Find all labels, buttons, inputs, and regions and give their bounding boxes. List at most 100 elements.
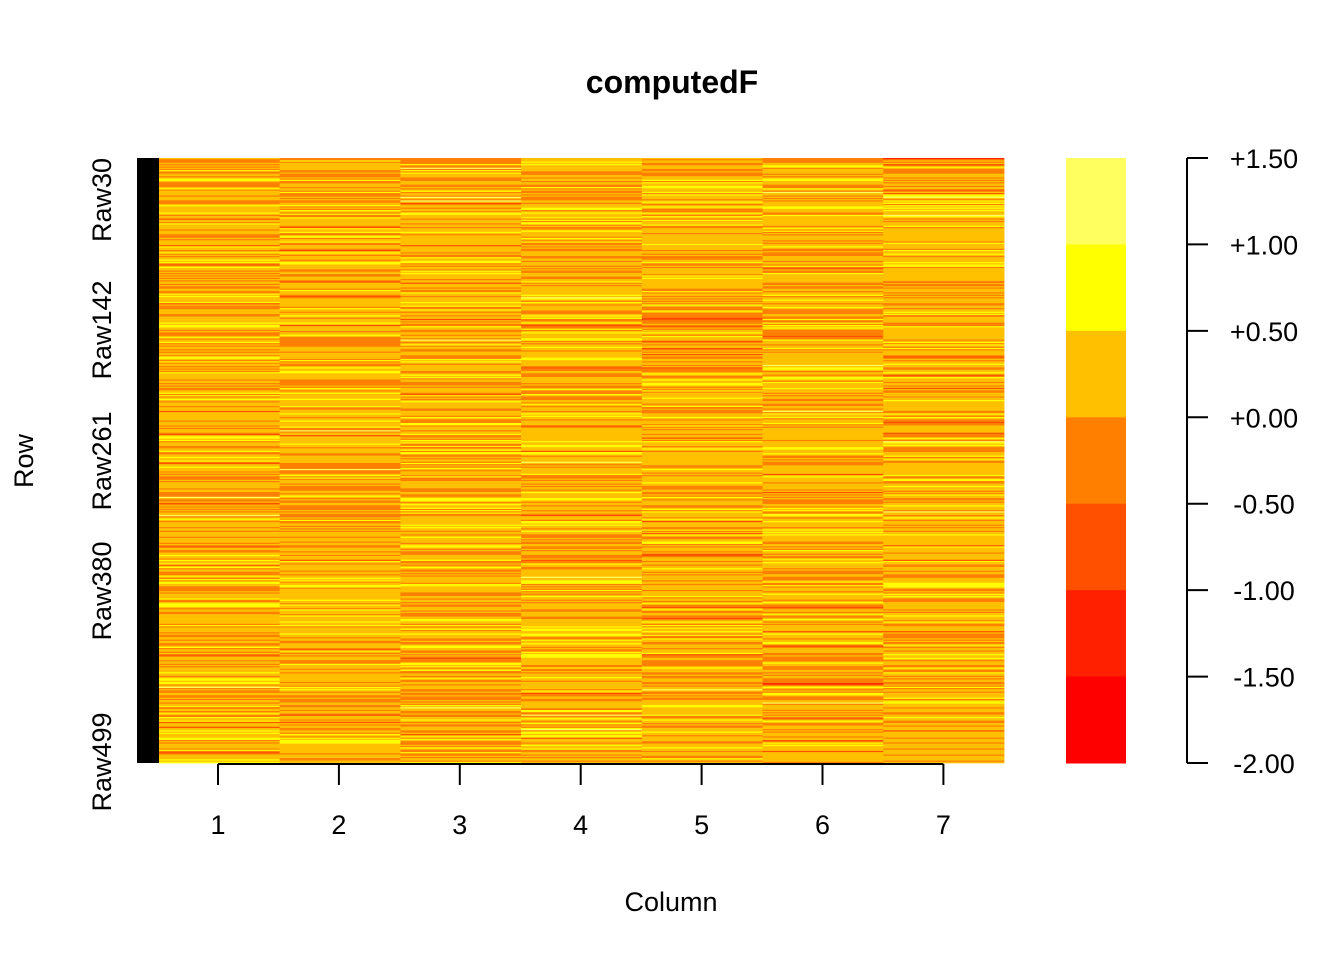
heatmap-cell [159, 622, 281, 625]
heatmap-cell [400, 441, 522, 443]
heatmap-cell [279, 608, 401, 610]
heatmap-cell [762, 677, 884, 679]
heatmap-cell [521, 436, 643, 438]
heatmap-cell [762, 309, 884, 311]
heatmap-cell [400, 673, 522, 676]
heatmap-cell [762, 519, 884, 522]
heatmap-cell [762, 599, 884, 602]
heatmap-cell [279, 234, 401, 236]
heatmap-cell [400, 506, 522, 509]
heatmap-cell [159, 669, 281, 672]
heatmap-cell [762, 304, 884, 306]
heatmap-cell [521, 260, 643, 263]
colorbar-tick-label: +1.00 [1230, 230, 1298, 260]
heatmap-cell [521, 274, 643, 276]
heatmap-cell [400, 507, 522, 510]
heatmap-cell [279, 529, 401, 532]
heatmap-cell [762, 530, 884, 533]
heatmap-cell [883, 171, 1005, 173]
heatmap-cell [641, 506, 763, 509]
heatmap-cell [279, 337, 401, 339]
heatmap-cell [883, 450, 1005, 453]
heatmap-cell [883, 398, 1005, 401]
heatmap-cell [521, 546, 643, 548]
heatmap-cell [159, 275, 281, 277]
heatmap-cell [883, 635, 1005, 638]
heatmap-cell [762, 662, 884, 665]
heatmap-cell [762, 247, 884, 250]
heatmap-cell [883, 208, 1005, 211]
heatmap-cell [521, 240, 643, 242]
heatmap-cell [400, 193, 522, 195]
heatmap-cell [159, 249, 281, 252]
heatmap-cell [762, 171, 884, 173]
heatmap-cell [762, 301, 884, 304]
heatmap-cell [762, 475, 884, 477]
heatmap-cell [762, 438, 884, 441]
heatmap-cell [521, 432, 643, 435]
heatmap-cell [762, 507, 884, 510]
heatmap-cell [641, 504, 763, 506]
heatmap-cell [159, 541, 281, 544]
heatmap-cell [400, 369, 522, 372]
heatmap-cell [279, 338, 401, 340]
heatmap-cell [883, 619, 1005, 621]
heatmap-cell [400, 597, 522, 599]
heatmap-cell [641, 167, 763, 170]
heatmap-cell [883, 306, 1005, 309]
heatmap-cell [762, 213, 884, 216]
heatmap-cell [762, 703, 884, 706]
heatmap-cell [400, 678, 522, 680]
heatmap-cell [279, 341, 401, 344]
heatmap-cell [641, 177, 763, 179]
heatmap-cell [159, 481, 281, 483]
heatmap-cell [279, 299, 401, 302]
heatmap-cell [762, 340, 884, 343]
heatmap-cell [279, 673, 401, 676]
heatmap-cell [641, 604, 763, 607]
heatmap-cell [641, 649, 763, 651]
heatmap-cell [883, 519, 1005, 522]
heatmap-cell [521, 458, 643, 460]
heatmap-cell [762, 386, 884, 389]
heatmap-cell [279, 575, 401, 578]
heatmap-cell [521, 744, 643, 747]
heatmap-cell [641, 453, 763, 455]
heatmap-cell [159, 691, 281, 694]
heatmap-cell [159, 594, 281, 597]
heatmap-cell [279, 320, 401, 322]
heatmap-cell [159, 326, 281, 328]
heatmap-cell [883, 571, 1005, 574]
heatmap-cell [400, 197, 522, 200]
heatmap-cell [641, 320, 763, 322]
heatmap-cell [641, 263, 763, 265]
heatmap-cell [159, 649, 281, 651]
heatmap-cell [883, 321, 1005, 323]
heatmap-cell [159, 679, 281, 682]
heatmap-cell [641, 537, 763, 540]
heatmap-cell [521, 177, 643, 179]
heatmap-cell [159, 270, 281, 273]
heatmap-cell [159, 262, 281, 264]
heatmap-cell [521, 401, 643, 403]
heatmap-cell [883, 401, 1005, 403]
heatmap-cell [400, 482, 522, 484]
heatmap-cell [521, 677, 643, 679]
heatmap-cell [883, 507, 1005, 510]
heatmap-cell [279, 664, 401, 667]
heatmap-cell [521, 170, 643, 172]
heatmap-cell [641, 753, 763, 755]
heatmap-cell [279, 182, 401, 184]
heatmap-cell [279, 566, 401, 569]
heatmap-cell [762, 737, 884, 740]
heatmap-cell [400, 627, 522, 630]
heatmap-cell [641, 640, 763, 643]
heatmap-cell [159, 419, 281, 421]
heatmap-cell [279, 504, 401, 506]
heatmap-cell [641, 619, 763, 621]
heatmap-cell [762, 283, 884, 286]
heatmap-cell [159, 464, 281, 466]
heatmap-cell [400, 575, 522, 578]
heatmap-cell [521, 517, 643, 519]
heatmap-cell [641, 535, 763, 538]
